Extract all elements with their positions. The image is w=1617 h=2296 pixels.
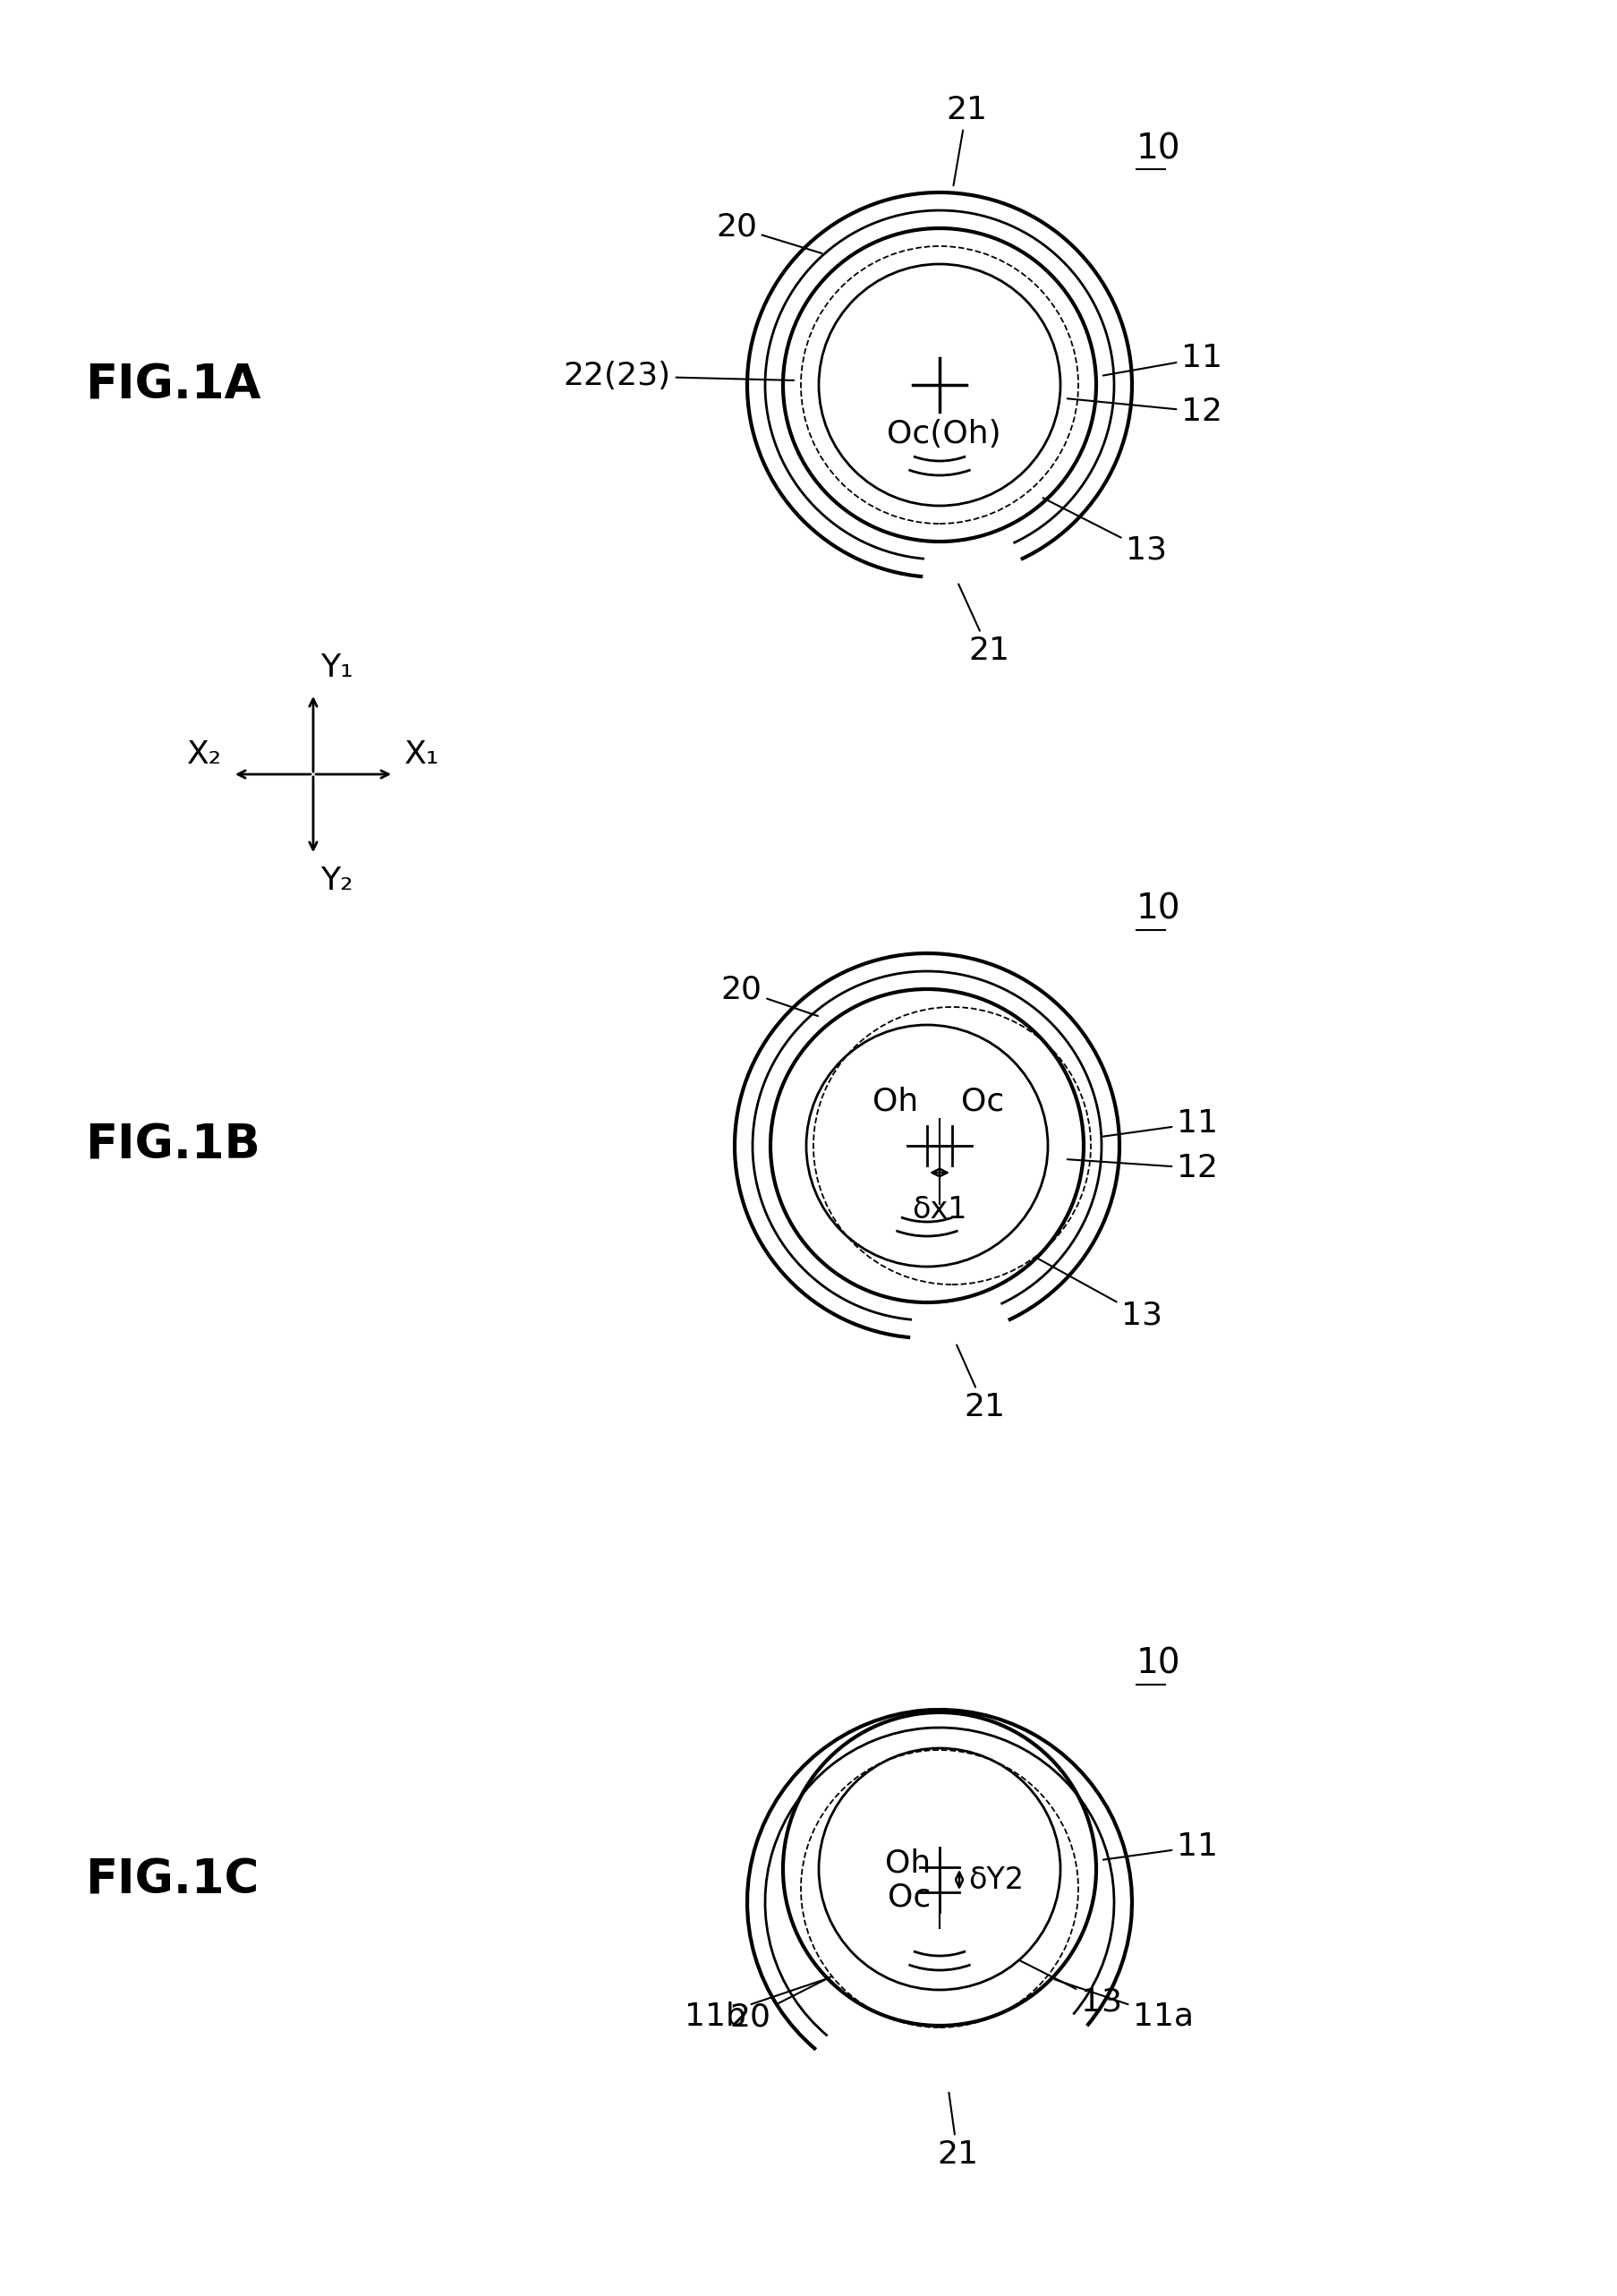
Text: 11a: 11a [1054, 1979, 1193, 2032]
Text: 10: 10 [1135, 1646, 1180, 1681]
Text: 21: 21 [957, 583, 1009, 666]
Text: 21: 21 [946, 94, 986, 186]
Text: δY2: δY2 [967, 1864, 1024, 1894]
Text: Y₂: Y₂ [320, 866, 353, 895]
Text: FIG.1B: FIG.1B [86, 1123, 260, 1169]
Text: 21: 21 [956, 1345, 1004, 1421]
Text: 13: 13 [1038, 1258, 1161, 1332]
Text: 20: 20 [729, 1977, 831, 2032]
Text: 10: 10 [1135, 893, 1180, 928]
Text: 13: 13 [1020, 1961, 1121, 2016]
Text: Oc: Oc [960, 1086, 1004, 1118]
Text: X₁: X₁ [404, 739, 440, 769]
Text: 10: 10 [1135, 131, 1180, 165]
Text: 11b: 11b [684, 1979, 825, 2032]
Text: 13: 13 [1043, 498, 1166, 565]
Text: FIG.1C: FIG.1C [86, 1857, 259, 1903]
Text: 20: 20 [715, 211, 821, 253]
Text: Oc(Oh): Oc(Oh) [886, 418, 1001, 450]
Text: X₂: X₂ [188, 739, 222, 769]
Text: Oh: Oh [884, 1848, 930, 1878]
Text: 12: 12 [1067, 1153, 1218, 1182]
Text: Oc: Oc [888, 1880, 930, 1913]
Text: Oh: Oh [872, 1086, 917, 1118]
Text: 12: 12 [1067, 397, 1222, 427]
Text: Y₁: Y₁ [320, 652, 353, 682]
Text: 11: 11 [1103, 1109, 1218, 1139]
Text: 21: 21 [936, 2092, 978, 2170]
Text: 11: 11 [1103, 1832, 1218, 1862]
Text: 20: 20 [721, 976, 818, 1017]
Text: FIG.1A: FIG.1A [86, 363, 260, 409]
Text: δx1: δx1 [912, 1194, 967, 1224]
Text: 11: 11 [1103, 342, 1222, 377]
Text: 22(23): 22(23) [563, 360, 794, 390]
